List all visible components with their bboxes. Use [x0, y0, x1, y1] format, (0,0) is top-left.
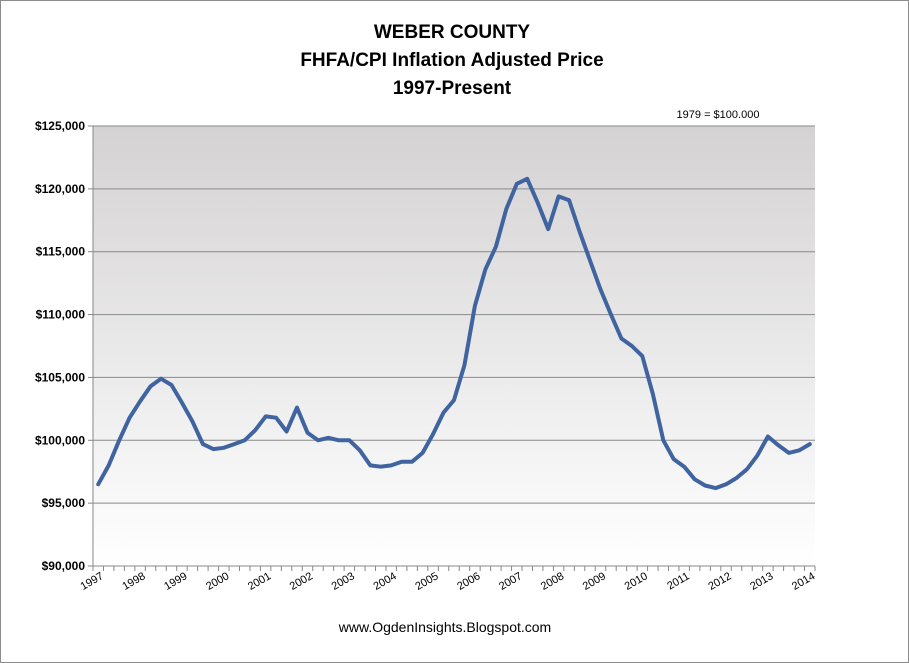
x-tick-label: 2004	[372, 570, 399, 593]
y-tick-label: $110,000	[36, 308, 86, 322]
plot-area	[93, 126, 815, 566]
x-tick-label: 2008	[539, 570, 566, 593]
chart-subtitle-2: 1997-Present	[393, 78, 512, 99]
base-year-annotation: 1979 = $100.000	[677, 109, 760, 121]
x-tick-label: 1999	[162, 570, 189, 593]
x-tick-label: 2001	[246, 570, 273, 593]
y-axis-tick-labels: $90,000 $95,000 $100,000 $105,000 $110,000 $1…	[35, 119, 85, 573]
x-tick-label: 1997	[79, 570, 106, 593]
gridlines	[88, 125, 815, 567]
x-tick-label: 2013	[748, 570, 775, 593]
x-tick-label: 2003	[330, 570, 357, 593]
x-tick-label: 2012	[706, 570, 733, 593]
series-line	[96, 176, 812, 491]
y-tick-label: $125,000	[35, 119, 85, 133]
x-axis-tick-labels: 1997 1998 1999 2000 2001 2002 2003 2004 2005 2006…	[79, 570, 818, 593]
y-tick-label: $90,000	[42, 559, 86, 573]
y-tick-label: $115,000	[36, 245, 86, 259]
x-tick-label: 2002	[288, 570, 315, 593]
y-tick-label: $120,000	[35, 182, 85, 196]
x-axis	[92, 566, 816, 571]
x-tick-label: 1998	[120, 570, 147, 593]
x-tick-label: 2000	[204, 570, 231, 593]
y-tick-label: $95,000	[42, 496, 86, 510]
x-tick-label: 2014	[790, 570, 817, 593]
x-tick-label: 2010	[623, 570, 650, 593]
source-url: www.OgdenInsights.Blogspot.com	[338, 619, 551, 635]
x-tick-label: 2007	[497, 570, 524, 593]
x-tick-label: 2009	[581, 570, 608, 593]
y-tick-label: $105,000	[35, 370, 85, 384]
x-tick-label: 2011	[665, 570, 691, 592]
chart-subtitle-1: FHFA/CPI Inflation Adjusted Price	[300, 50, 603, 71]
chart-title: WEBER COUNTY	[374, 22, 531, 43]
x-tick-label: 2005	[413, 570, 440, 593]
y-tick-label: $100,000	[35, 433, 85, 447]
x-tick-label: 2006	[455, 570, 482, 593]
